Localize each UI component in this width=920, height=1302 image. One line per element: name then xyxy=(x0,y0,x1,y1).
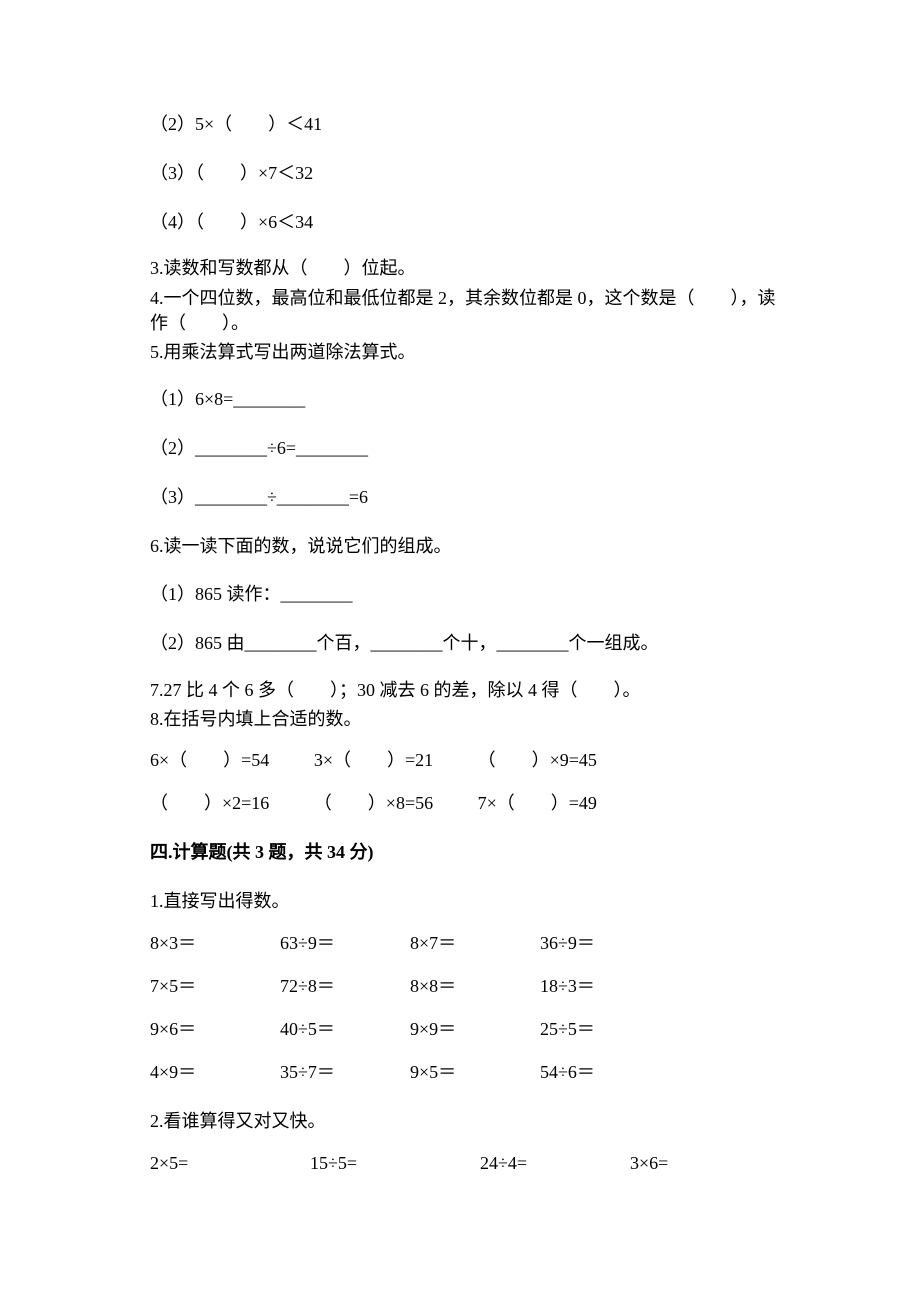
s4-q2-row-1: 2×5= 15÷5= 24÷4= 3×6= xyxy=(150,1149,785,1178)
q3-text: 3.读数和写数都从（ ）位起。 xyxy=(150,256,785,281)
s4-q1-r3-c3: 9×9＝ xyxy=(410,1015,540,1044)
s4-q1-row-1: 8×3＝ 63÷9＝ 8×7＝ 36÷9＝ xyxy=(150,929,785,958)
s4-q2-r1-c2: 15÷5= xyxy=(310,1149,480,1178)
s4-q1-row-2: 7×5＝ 72÷8＝ 8×8＝ 18÷3＝ xyxy=(150,972,785,1001)
q8-r1-c2: 3×（ ）=21 xyxy=(314,750,433,770)
s4-q1-r3-c2: 40÷5＝ xyxy=(280,1015,410,1044)
q8-r2-c2: （ ）×8=56 xyxy=(314,793,433,813)
s4-q2-r1-c3: 24÷4= xyxy=(480,1149,630,1178)
q5-item-1: （1）6×8=________ xyxy=(150,385,785,414)
q8-r1-c3: （ ）×9=45 xyxy=(478,750,597,770)
q2-item-3: （3）（ ）×7＜32 xyxy=(150,159,785,188)
s4-q1-row-4: 4×9＝ 35÷7＝ 9×5＝ 54÷6＝ xyxy=(150,1058,785,1087)
s4-q2-r1-c1: 2×5= xyxy=(150,1149,310,1178)
s4-q1-r4-c4: 54÷6＝ xyxy=(540,1058,670,1087)
q8-r2-c1: （ ）×2=16 xyxy=(150,793,269,813)
q6-item-1: （1）865 读作：________ xyxy=(150,580,785,609)
q5-item-3: （3）________÷________=6 xyxy=(150,483,785,512)
s4-q1-row-3: 9×6＝ 40÷5＝ 9×9＝ 25÷5＝ xyxy=(150,1015,785,1044)
q7-text: 7.27 比 4 个 6 多（ ）；30 减去 6 的差，除以 4 得（ ）。 xyxy=(150,678,785,703)
q6-item-2: （2）865 由________个百，________个十，________个一… xyxy=(150,629,785,658)
s4-q1-r4-c1: 4×9＝ xyxy=(150,1058,280,1087)
s4-q1-r2-c1: 7×5＝ xyxy=(150,972,280,1001)
s4-q1-r2-c2: 72÷8＝ xyxy=(280,972,410,1001)
s4-q1-r1-c3: 8×7＝ xyxy=(410,929,540,958)
s4-q1-r2-c3: 8×8＝ xyxy=(410,972,540,1001)
s4-q1-stem: 1.直接写出得数。 xyxy=(150,887,785,916)
s4-q1-r1-c1: 8×3＝ xyxy=(150,929,280,958)
q8-row-1: 6×（ ）=54 3×（ ）=21 （ ）×9=45 xyxy=(150,746,785,775)
s4-q1-r3-c4: 25÷5＝ xyxy=(540,1015,670,1044)
q8-r1-c1: 6×（ ）=54 xyxy=(150,750,269,770)
q8-stem: 8.在括号内填上合适的数。 xyxy=(150,707,785,732)
q2-item-2: （2）5×（ ）＜41 xyxy=(150,110,785,139)
q8-r2-c3: 7×（ ）=49 xyxy=(478,793,597,813)
s4-q2-stem: 2.看谁算得又对又快。 xyxy=(150,1107,785,1136)
s4-q1-r4-c2: 35÷7＝ xyxy=(280,1058,410,1087)
q2-item-4: （4）（ ）×6＜34 xyxy=(150,208,785,237)
s4-q2-r1-c4: 3×6= xyxy=(630,1149,668,1178)
q8-row-2: （ ）×2=16 （ ）×8=56 7×（ ）=49 xyxy=(150,789,785,818)
q4-text: 4.一个四位数，最高位和最低位都是 2，其余数位都是 0，这个数是（ ），读作（… xyxy=(150,286,785,336)
s4-q1-r1-c4: 36÷9＝ xyxy=(540,929,670,958)
s4-q1-r1-c2: 63÷9＝ xyxy=(280,929,410,958)
section4-title: 四.计算题(共 3 题，共 34 分) xyxy=(150,838,785,867)
q6-stem: 6.读一读下面的数，说说它们的组成。 xyxy=(150,532,785,561)
s4-q1-r4-c3: 9×5＝ xyxy=(410,1058,540,1087)
q5-item-2: （2）________÷6=________ xyxy=(150,434,785,463)
q5-stem: 5.用乘法算式写出两道除法算式。 xyxy=(150,340,785,365)
s4-q1-r2-c4: 18÷3＝ xyxy=(540,972,670,1001)
s4-q1-r3-c1: 9×6＝ xyxy=(150,1015,280,1044)
